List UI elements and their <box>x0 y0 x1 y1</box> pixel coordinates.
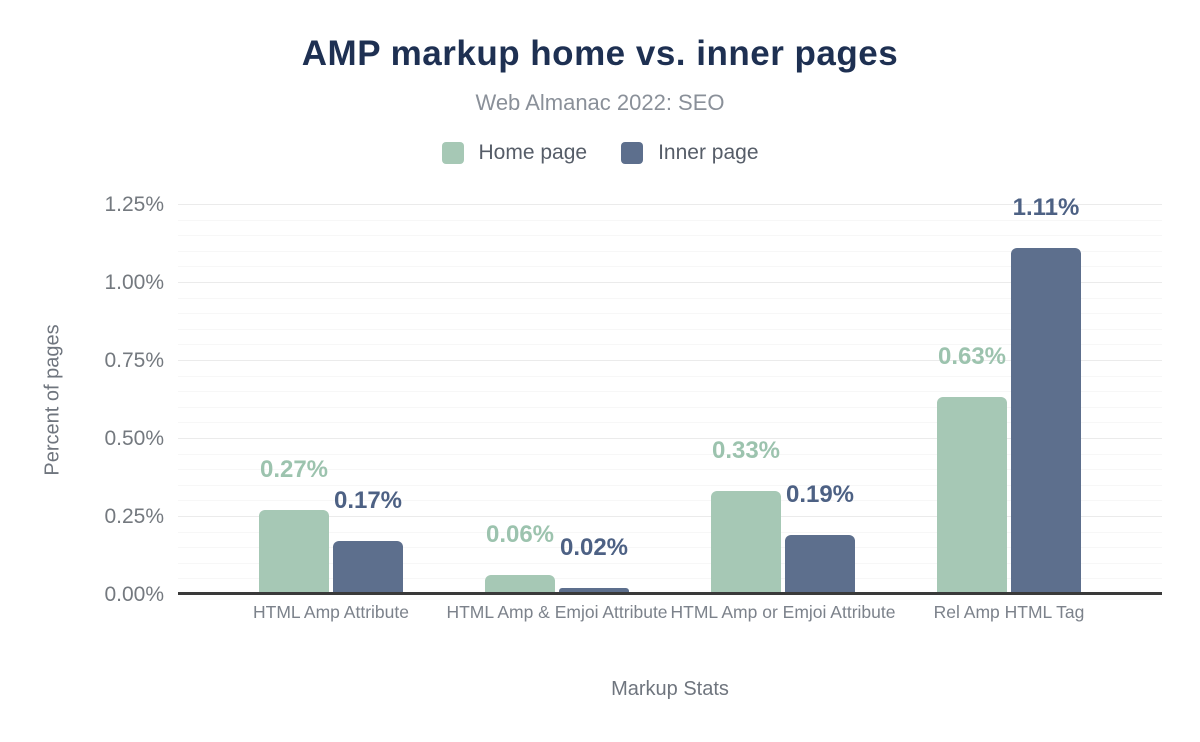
x-axis-line <box>178 592 1162 595</box>
y-tick-label: 0.25% <box>104 505 164 528</box>
plot-area: 0.27% 0.17% 0.06% 0.02% 0.33% 0.19% 0.63% 1.11% <box>178 195 1162 594</box>
gridline-minor <box>178 235 1162 237</box>
bar-home-page <box>485 575 555 594</box>
bar-inner-page <box>333 540 403 594</box>
gridline-major <box>178 204 1162 205</box>
value-label: 0.17% <box>333 486 403 514</box>
gridline-minor <box>178 453 1162 455</box>
y-tick-label: 0.75% <box>104 349 164 372</box>
gridline-major <box>178 360 1162 361</box>
bar-inner-page <box>785 534 855 594</box>
value-label: 0.63% <box>937 343 1007 371</box>
value-label: 1.11% <box>1012 193 1080 221</box>
gridline-major <box>178 438 1162 439</box>
value-label: 0.33% <box>711 437 781 465</box>
gridline-minor <box>178 422 1162 424</box>
gridline-minor <box>178 313 1162 315</box>
value-label: 0.02% <box>559 533 629 561</box>
gridline-minor <box>178 469 1162 471</box>
legend-label: Inner page <box>658 141 759 164</box>
category-label: Rel Amp HTML Tag <box>933 602 1085 622</box>
y-tick-label: 0.00% <box>104 583 164 606</box>
gridline-minor <box>178 406 1162 408</box>
x-axis-title: Markup Stats <box>611 678 729 700</box>
gridline-minor <box>178 531 1162 533</box>
bar-inner-page <box>559 587 629 594</box>
value-label: 0.19% <box>785 480 855 508</box>
category-label: HTML Amp or Emjoi Attribute <box>670 602 896 622</box>
home-page-swatch-icon <box>441 142 464 164</box>
inner-page-swatch-icon <box>621 142 644 164</box>
legend-item-home-page[interactable]: Home page <box>441 141 588 165</box>
value-label: 0.27% <box>259 455 329 483</box>
gridline-minor <box>178 562 1162 564</box>
legend-item-inner-page[interactable]: Inner page <box>621 141 759 165</box>
bar-inner-page <box>1011 247 1081 594</box>
gridline-minor <box>178 328 1162 330</box>
bar-home-page <box>711 491 781 594</box>
gridline-minor <box>178 297 1162 299</box>
value-label: 0.06% <box>485 521 555 549</box>
legend: Home page Inner page <box>0 141 1200 165</box>
gridline-major <box>178 282 1162 283</box>
y-tick-label: 1.00% <box>104 271 164 294</box>
gridline-minor <box>178 500 1162 502</box>
chart-subtitle: Web Almanac 2022: SEO <box>475 90 725 115</box>
gridline-minor <box>178 375 1162 377</box>
gridline-major <box>178 516 1162 517</box>
y-axis-title: Percent of pages <box>41 324 64 476</box>
bar-home-page <box>937 397 1007 594</box>
gridline-minor <box>178 250 1162 252</box>
y-tick-label: 1.25% <box>104 193 164 216</box>
gridline-minor <box>178 391 1162 393</box>
gridline-minor <box>178 219 1162 221</box>
gridline-minor <box>178 266 1162 268</box>
gridline-minor <box>178 344 1162 346</box>
gridline-minor <box>178 484 1162 486</box>
y-tick-label: 0.50% <box>104 427 164 450</box>
legend-label: Home page <box>478 141 588 164</box>
bar-home-page <box>259 509 329 594</box>
gridline-minor <box>178 547 1162 549</box>
gridline-minor <box>178 578 1162 580</box>
chart-title: AMP markup home vs. inner pages <box>301 34 899 73</box>
category-label: HTML Amp Attribute <box>253 602 409 622</box>
category-label: HTML Amp & Emjoi Attribute <box>446 602 668 622</box>
